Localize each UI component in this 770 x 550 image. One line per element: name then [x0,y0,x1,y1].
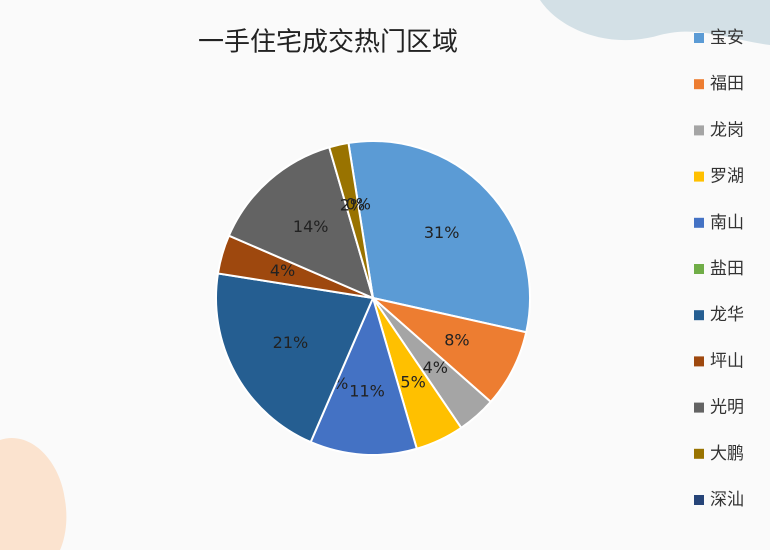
legend-swatch [694,171,704,182]
legend-label: 坪山 [710,351,744,371]
legend-swatch [694,495,704,505]
legend-label: 宝安 [710,28,744,48]
legend-label: 罗湖 [710,167,744,187]
chart-title: 一手住宅成交热门区域 [198,28,458,58]
legend-swatch [694,79,704,90]
data-label: 8% [444,330,469,349]
data-label: 11% [349,382,385,401]
data-label: 2% [340,196,365,215]
legend-swatch [694,356,704,367]
pie-slice [347,140,531,334]
decoration [0,438,67,550]
legend-swatch [694,310,704,321]
data-label: 21% [273,333,309,352]
legend-swatch [694,448,704,459]
pie-slice [327,141,374,299]
data-label: 4% [270,261,295,280]
legend-swatch [694,217,704,228]
legend-label: 大鹏 [710,444,744,464]
pie-slice [215,272,375,444]
pie-slice [309,295,419,456]
legend-swatch [694,264,704,274]
decoration [540,0,770,45]
legend-swatch [694,402,704,413]
legend-label: 南山 [710,213,744,233]
legend-label: 光明 [710,398,744,418]
pie-slice [227,145,375,300]
legend-swatch [694,125,704,136]
legend-label: 盐田 [710,259,744,279]
data-label: 14% [293,217,329,236]
data-label: 4% [423,358,448,377]
legend-swatch [694,33,704,43]
legend-label: 龙华 [710,305,744,325]
legend-label: 龙岗 [710,120,744,140]
legend-label: 福田 [710,74,744,94]
data-label: 31% [424,223,460,242]
legend-label: 深汕 [710,490,744,510]
data-label: 0% [346,194,371,213]
data-label: 5% [400,373,425,392]
